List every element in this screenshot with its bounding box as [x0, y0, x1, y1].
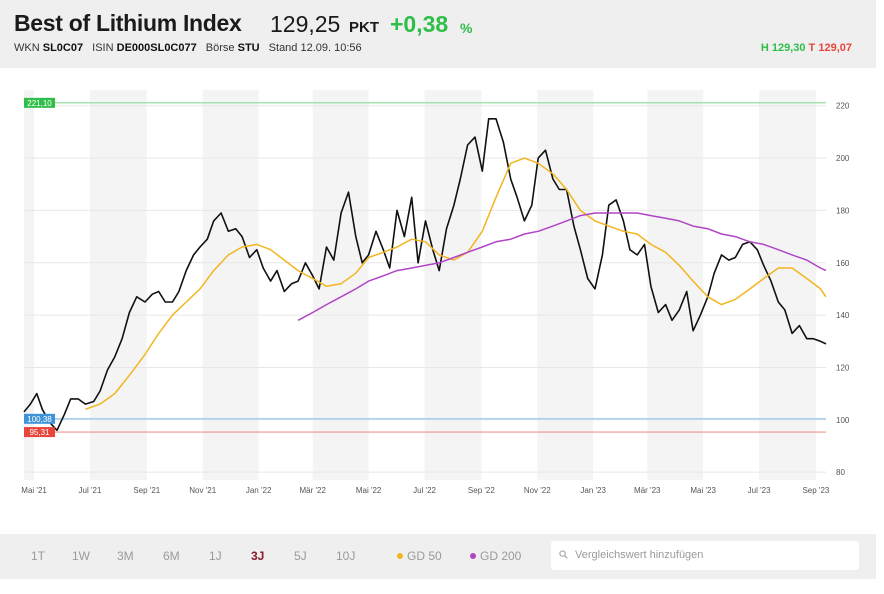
- legend-gd50[interactable]: GD 50: [397, 549, 442, 563]
- chart-toolbar: 1T 1W 3M 6M 1J 3J 5J 10J GD 50 GD 200: [0, 534, 876, 579]
- y-tick-label: 80: [836, 468, 845, 477]
- y-tick-label: 100: [836, 416, 850, 425]
- x-tick-label: Sep '22: [468, 486, 495, 495]
- wkn-value: SL0C07: [42, 42, 84, 54]
- gd50-dot-icon: [397, 552, 403, 559]
- x-tick-label: Sep '23: [802, 486, 829, 495]
- legend-gd200-label: GD 200: [480, 549, 522, 563]
- x-tick-label: Jan '23: [580, 486, 606, 495]
- reference-badge: [24, 427, 55, 438]
- exchange-label: Börse: [205, 42, 235, 54]
- range-5j-button[interactable]: 5J: [294, 549, 307, 563]
- last-price: 129,25: [270, 11, 341, 37]
- compare-search-input[interactable]: [575, 546, 845, 564]
- compare-search[interactable]: [551, 541, 859, 570]
- price-unit: PKT: [349, 19, 379, 36]
- range-10j-button[interactable]: 10J: [336, 549, 356, 563]
- range-1t-button[interactable]: 1T: [31, 549, 46, 563]
- reference-badge-label: 95,31: [29, 428, 50, 437]
- month-band: [647, 90, 704, 480]
- y-tick-label: 160: [836, 259, 850, 268]
- range-6m-button[interactable]: 6M: [163, 549, 180, 563]
- y-tick-label: 220: [836, 102, 850, 111]
- x-tick-label: Sep '21: [133, 486, 160, 495]
- month-band: [312, 90, 369, 480]
- price-line: [23, 118, 827, 432]
- sma200-line: [297, 212, 827, 321]
- gd200-dot-icon: [470, 552, 476, 559]
- high-value: 129,30: [771, 42, 806, 54]
- instrument-meta: WKN SL0C07 ISIN DE000SL0C077 Börse STU S…: [14, 42, 362, 54]
- range-1w-button[interactable]: 1W: [72, 549, 90, 563]
- isin-value: DE000SL0C077: [116, 42, 197, 54]
- reference-badge: [24, 97, 55, 108]
- x-tick-label: Mai '22: [356, 486, 382, 495]
- x-tick-label: Jul '21: [79, 486, 102, 495]
- month-band: [537, 90, 594, 480]
- reference-badge-label: 221,10: [27, 99, 52, 108]
- month-band: [89, 90, 147, 480]
- legend-gd50-label: GD 50: [407, 549, 442, 563]
- y-tick-label: 180: [836, 206, 850, 215]
- x-tick-label: Mai '23: [690, 486, 716, 495]
- x-tick-label: Jan '22: [246, 486, 272, 495]
- month-band: [759, 90, 816, 480]
- y-tick-label: 120: [836, 363, 850, 372]
- low-value: 129,07: [818, 42, 852, 54]
- y-tick-label: 140: [836, 311, 850, 320]
- price-change: +0,38: [390, 11, 449, 37]
- price-change-unit: %: [460, 20, 473, 36]
- isin-label: ISIN: [92, 42, 114, 54]
- low-label: T: [808, 42, 816, 54]
- search-icon: [559, 550, 568, 559]
- reference-badge: [24, 413, 55, 424]
- range-3j-button[interactable]: 3J: [251, 549, 265, 563]
- y-tick-label: 200: [836, 154, 850, 163]
- x-tick-label: Mär '22: [300, 486, 327, 495]
- exchange-value: STU: [237, 42, 260, 54]
- legend-gd200[interactable]: GD 200: [470, 549, 521, 563]
- price-chart[interactable]: 80 100 120 140 160 180 200 220 221,10 100,38 95,31…: [0, 68, 876, 534]
- high-label: H: [760, 42, 769, 54]
- sma50-line: [85, 157, 827, 411]
- x-tick-label: Nov '22: [524, 486, 551, 495]
- x-tick-label: Mär '23: [634, 486, 661, 495]
- x-tick-label: Jul '23: [748, 486, 771, 495]
- month-band: [202, 90, 259, 480]
- range-3m-button[interactable]: 3M: [117, 549, 134, 563]
- month-band: [24, 90, 35, 480]
- quote-timestamp: Stand 12.09. 10:56: [268, 42, 362, 54]
- reference-badge-label: 100,38: [27, 415, 52, 424]
- chart-svg[interactable]: 80 100 120 140 160 180 200 220 221,10 100,38 95,31…: [0, 68, 876, 534]
- range-1j-button[interactable]: 1J: [209, 549, 222, 563]
- wkn-label: WKN: [14, 42, 40, 54]
- instrument-title: Best of Lithium Index: [14, 10, 242, 36]
- x-tick-label: Nov '21: [189, 486, 216, 495]
- month-band: [424, 90, 482, 480]
- x-tick-label: Jul '22: [413, 486, 436, 495]
- high-low: H 129,30 T 129,07: [761, 42, 852, 54]
- quote-header: Best of Lithium Index 129,25 PKT +0,38 %…: [0, 0, 876, 68]
- x-tick-label: Mai '21: [21, 486, 47, 495]
